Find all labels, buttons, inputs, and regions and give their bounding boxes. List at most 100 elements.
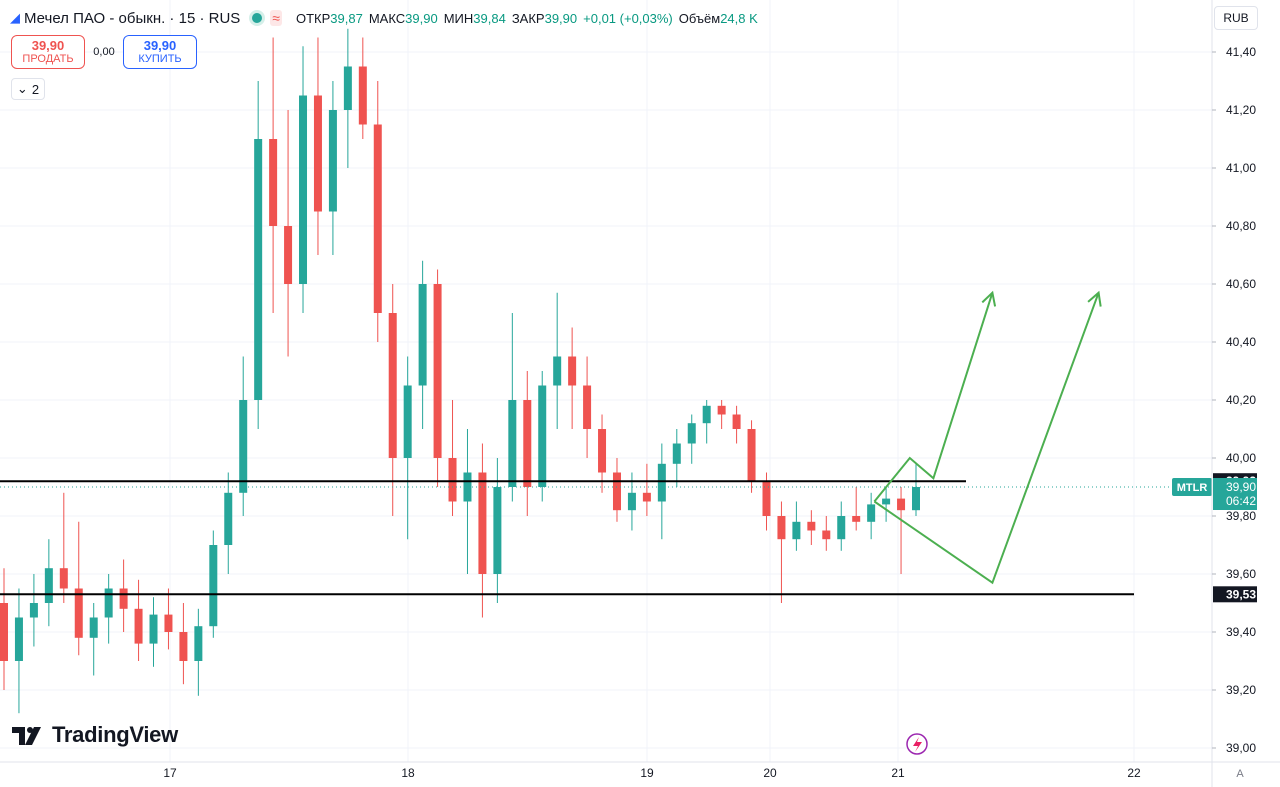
candle [313, 37, 322, 255]
symbol-title[interactable]: Мечел ПАО - обыкн. · 15 · RUS [24, 9, 241, 27]
candle-body [89, 617, 98, 638]
chart-header: ◢ Мечел ПАО - обыкн. · 15 · RUS ≈ ОТКР 39… [10, 6, 758, 30]
candle [493, 458, 502, 603]
candle [463, 429, 472, 574]
candle [598, 414, 607, 493]
candle [29, 574, 38, 647]
candle-body [44, 568, 53, 603]
candle [224, 472, 233, 574]
price-tick-label: 40,00 [1226, 451, 1256, 465]
symbol-tag [1172, 478, 1212, 496]
candle-body [239, 400, 248, 493]
candle [448, 400, 457, 516]
candle-body [867, 504, 876, 522]
projection-arrow-line [873, 292, 1100, 585]
candle-body [538, 385, 547, 487]
price-tick-label: 40,40 [1226, 335, 1256, 349]
symbol-logo-icon: ◢ [10, 10, 20, 25]
candle [269, 37, 278, 313]
buy-button[interactable]: 39,90 КУПИТЬ [123, 35, 197, 69]
price-tick-label: 40,20 [1226, 393, 1256, 407]
candle-body [149, 614, 158, 644]
candle [867, 492, 876, 540]
candle [538, 371, 547, 502]
trade-panel: 39,90 ПРОДАТЬ 0,00 39,90 КУПИТЬ [11, 35, 197, 69]
candle-body [583, 385, 592, 429]
candle [732, 405, 741, 444]
candle-body [747, 429, 756, 482]
candle-body [59, 568, 68, 589]
candles [0, 28, 920, 714]
candle [583, 356, 592, 458]
delayed-data-icon[interactable]: ≈ [270, 10, 282, 26]
candle [568, 327, 577, 429]
time-tick-label: 21 [891, 766, 905, 780]
candle-body [687, 423, 696, 444]
candle-body [388, 313, 397, 458]
candle-body [463, 472, 472, 502]
candle-body [209, 545, 218, 627]
candle [299, 46, 308, 313]
candle-body [508, 400, 517, 487]
candle-body [284, 226, 293, 284]
candle-body [119, 588, 128, 609]
candle-body [598, 429, 607, 473]
ohlc-close-label: ЗАКР [511, 10, 545, 26]
time-tick-label: 22 [1127, 766, 1141, 780]
candle [403, 356, 412, 540]
ohlc-close-value: 39,90 [544, 10, 578, 26]
candle-body [299, 95, 308, 284]
ohlc-low-label: МИН [443, 10, 474, 26]
buy-price: 39,90 [143, 38, 177, 53]
price-tick-label: 41,00 [1226, 161, 1256, 175]
candle [254, 81, 263, 429]
candle [508, 313, 517, 502]
indicators-toggle[interactable]: ⌄ 2 [11, 78, 45, 100]
candle [284, 110, 293, 357]
sell-label: ПРОДАТЬ [22, 53, 74, 65]
candle-body [104, 588, 113, 618]
candle-body [224, 492, 233, 545]
candle [717, 400, 726, 429]
candle [642, 463, 651, 516]
candle-body [882, 498, 891, 505]
currency-selector[interactable]: RUB [1214, 6, 1258, 30]
sell-button[interactable]: 39,90 ПРОДАТЬ [11, 35, 85, 69]
candle-body [373, 124, 382, 313]
projection-arrow-head [981, 290, 997, 307]
candle-body [777, 516, 786, 540]
countdown-label: 06:42 [1226, 494, 1256, 508]
candle-body [717, 405, 726, 415]
candle-body [134, 608, 143, 644]
candle-body [837, 516, 846, 540]
time-tick-label: 17 [163, 766, 177, 780]
candle-body [478, 472, 487, 574]
price-tick-label: 40,80 [1226, 219, 1256, 233]
auto-scale-button[interactable]: A [1236, 768, 1244, 780]
price-tick-label: 39,80 [1226, 509, 1256, 523]
candle [239, 356, 248, 516]
candle-body [897, 498, 906, 511]
candle-body [328, 110, 337, 212]
candle-body [732, 414, 741, 429]
market-status-icon [252, 13, 263, 23]
candle [478, 443, 487, 618]
candle-body [179, 632, 188, 661]
candle [328, 81, 337, 255]
tradingview-logo[interactable]: TradingView [12, 722, 178, 748]
candle [837, 501, 846, 551]
candle-body [702, 405, 711, 424]
candle [388, 284, 397, 516]
candle [777, 501, 786, 603]
spread-value: 0,00 [93, 46, 115, 58]
level-price-tag [1213, 586, 1257, 603]
price-tick-label: 39,40 [1226, 625, 1256, 639]
ohlc-high-value: 39,90 [405, 10, 438, 26]
candle [912, 463, 920, 516]
candle-body [358, 66, 367, 125]
candle [89, 603, 98, 676]
candle [74, 521, 83, 656]
projection-arrow-line [873, 292, 994, 503]
